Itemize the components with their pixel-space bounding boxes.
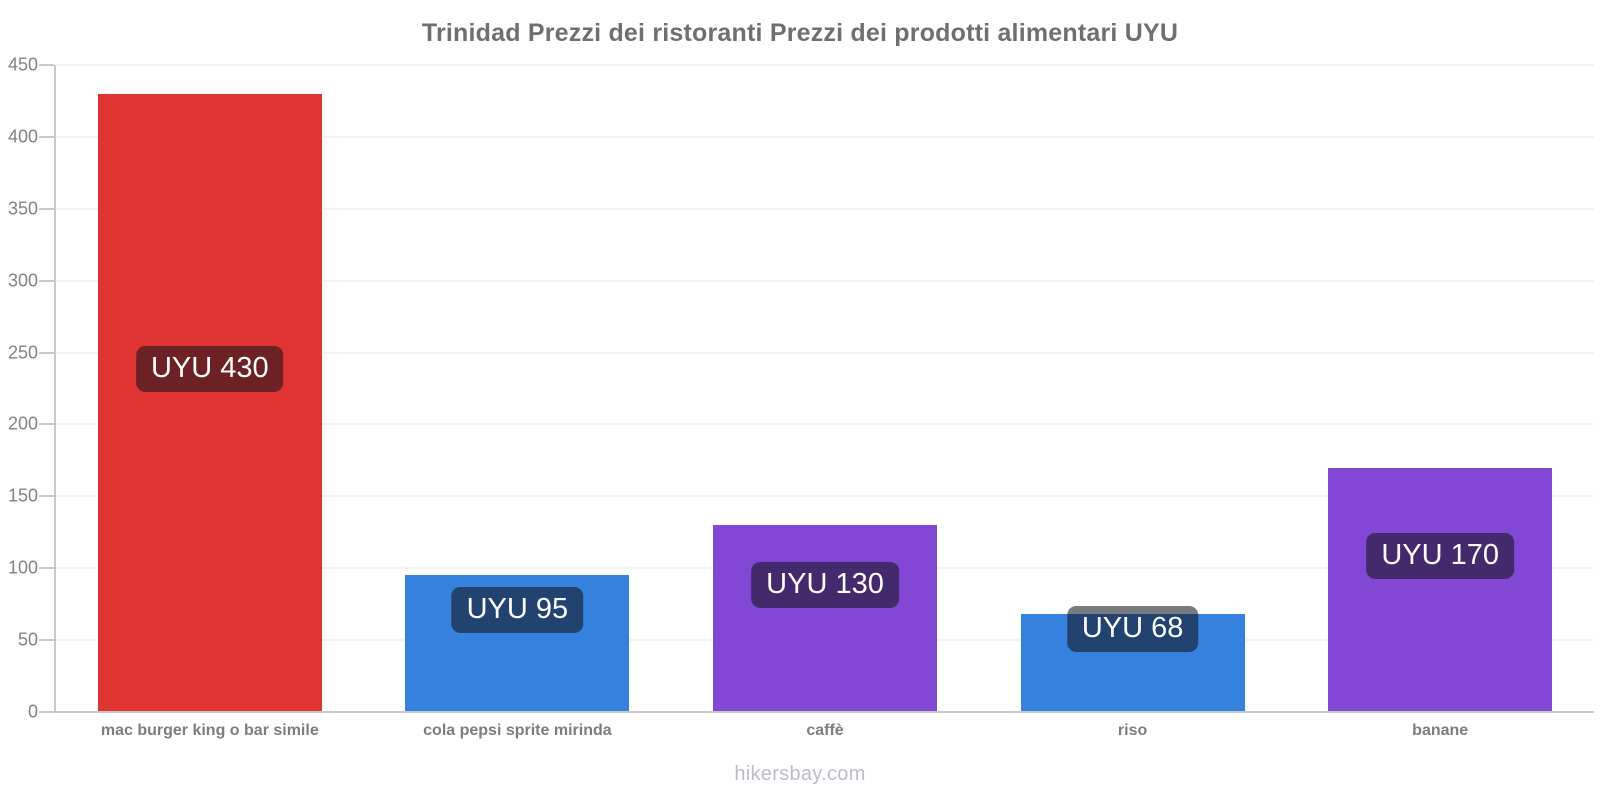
y-tick-mark	[39, 711, 54, 713]
x-axis-category-labels: mac burger king o bar simile cola pepsi s…	[56, 722, 1594, 746]
y-axis-tick-label: 300	[7, 270, 38, 291]
y-tick-mark	[39, 351, 54, 354]
bar	[713, 525, 937, 712]
chart-title: Trinidad Prezzi dei ristoranti Prezzi de…	[421, 19, 1179, 47]
y-tick-mark	[39, 423, 54, 426]
bar-value-badge: UYU 170	[1366, 532, 1515, 579]
y-tick-mark	[39, 639, 54, 642]
y-tick-mark	[39, 567, 54, 570]
y-axis-tick-label: 150	[7, 485, 38, 506]
y-gridline	[56, 495, 1594, 498]
y-gridline	[56, 135, 1594, 138]
y-axis-tick-label: 50	[17, 629, 38, 650]
y-axis-line	[54, 65, 56, 712]
y-gridline	[56, 207, 1594, 210]
y-axis-tick-label: 450	[7, 54, 38, 75]
y-tick-mark	[39, 279, 54, 282]
bar-value-badge: UYU 130	[751, 561, 899, 608]
category-label: cola pepsi sprite mirinda	[423, 722, 612, 739]
watermark: hikersbay.com	[734, 763, 866, 785]
y-tick-mark	[39, 64, 54, 66]
y-gridline	[56, 64, 1594, 66]
bar-value-badge: UYU 68	[1066, 606, 1199, 653]
y-axis-tick-label: 100	[7, 557, 38, 578]
bar	[1328, 467, 1553, 712]
category-label: riso	[1117, 722, 1148, 739]
bar-value-badge: UYU 95	[451, 586, 584, 633]
y-gridline	[56, 423, 1594, 426]
y-tick-mark	[39, 495, 54, 498]
plot-area: 0 50 100 150 200 250 300 350 400 450 UYU 430 UYU 95…	[8, 55, 1594, 722]
y-gridline	[56, 279, 1594, 282]
category-label: mac burger king o bar simile	[100, 722, 319, 739]
bar-value-badge: UYU 430	[135, 345, 284, 392]
x-axis-baseline	[54, 711, 1594, 713]
y-axis-tick-label: 350	[7, 198, 38, 219]
category-label: banane	[1412, 722, 1469, 739]
bar	[97, 93, 322, 712]
y-gridline	[56, 351, 1594, 354]
y-tick-mark	[39, 207, 54, 210]
y-tick-mark	[39, 135, 54, 138]
y-axis-tick-label: 200	[7, 413, 38, 434]
y-axis-tick-label: 0	[27, 701, 38, 722]
y-axis-tick-label: 250	[7, 342, 38, 363]
y-axis-tick-label: 400	[7, 126, 38, 147]
category-label: caffè	[806, 722, 844, 739]
